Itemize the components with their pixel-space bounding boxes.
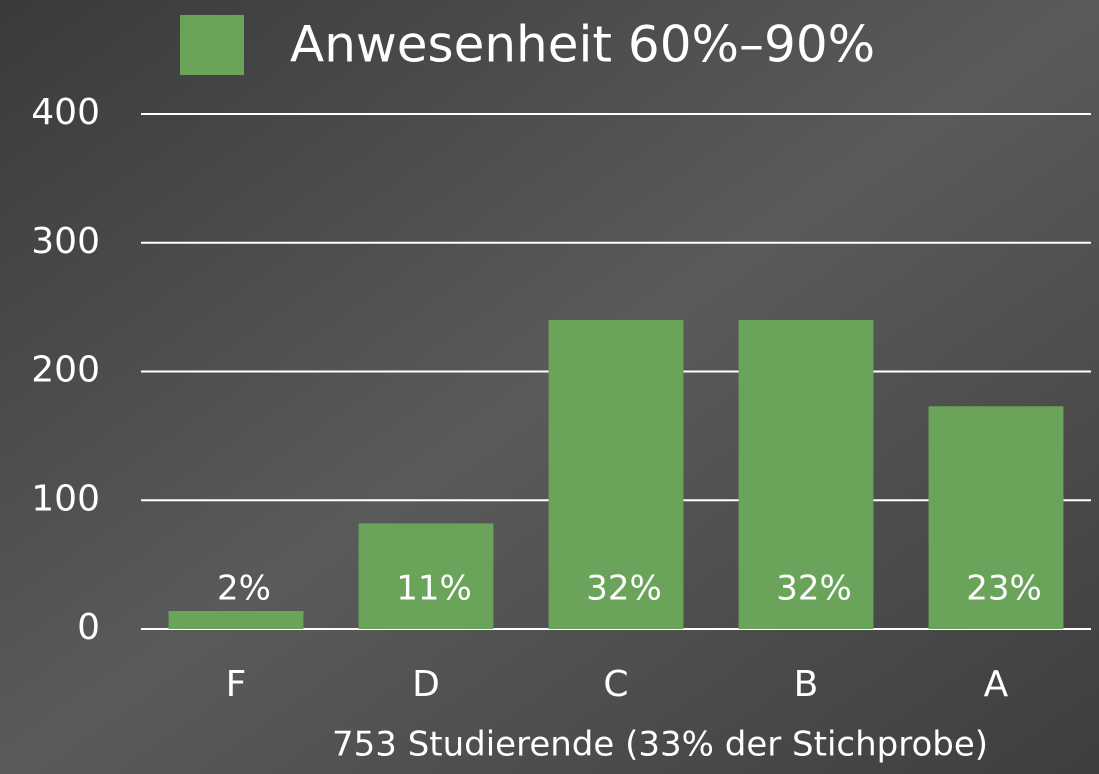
bar <box>738 320 874 629</box>
y-tick-label: 100 <box>31 478 100 519</box>
percent-label: 2% <box>217 569 271 609</box>
bar <box>548 320 684 629</box>
x-tick-label: A <box>984 664 1009 705</box>
percent-label: 11% <box>396 569 472 609</box>
x-tick-label: F <box>226 664 247 705</box>
x-tick-label: D <box>412 664 440 705</box>
bar <box>928 406 1064 629</box>
legend-swatch <box>180 15 244 75</box>
bar <box>358 523 494 629</box>
percent-label: 23% <box>966 569 1042 609</box>
y-tick-label: 400 <box>31 92 100 133</box>
x-tick-label: B <box>794 664 819 705</box>
y-tick-label: 200 <box>31 350 100 391</box>
percent-label: 32% <box>776 569 852 609</box>
y-tick-label: 0 <box>77 607 100 648</box>
x-tick-label: C <box>603 664 628 705</box>
x-axis-label: 753 Studierende (33% der Stichprobe) <box>332 725 988 765</box>
legend-label: Anwesenheit 60%–90% <box>290 16 875 74</box>
y-tick-label: 300 <box>31 221 100 262</box>
percent-label: 32% <box>586 569 662 609</box>
bar <box>168 610 304 629</box>
